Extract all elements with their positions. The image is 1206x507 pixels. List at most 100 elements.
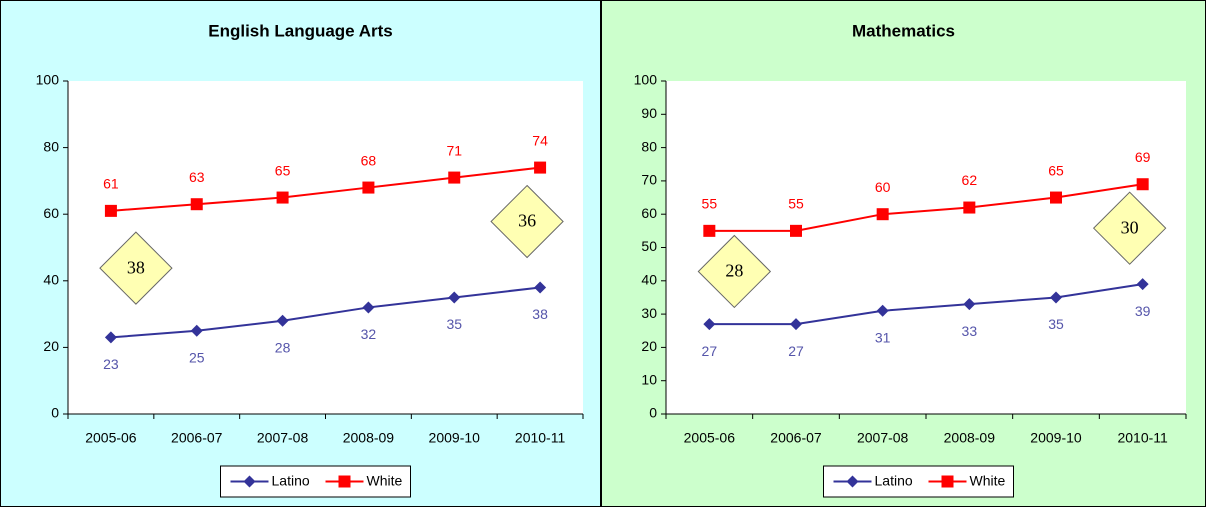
data-point (104, 331, 117, 344)
chart-title: English Language Arts (208, 21, 393, 40)
y-tick-label: 80 (43, 138, 59, 154)
data-point (790, 224, 802, 237)
data-label: 55 (788, 196, 804, 212)
legend-marker (941, 475, 954, 488)
data-label: 23 (103, 356, 119, 372)
legend-marker (846, 475, 859, 488)
annotation-diamond (697, 234, 772, 309)
x-tick-label: 2005-06 (85, 430, 137, 446)
series-line (709, 283, 1143, 326)
y-tick-label: 80 (641, 138, 657, 154)
y-tick-label: 40 (641, 272, 657, 288)
legend-marker (338, 475, 351, 488)
chart-panel: English Language Arts 0 20 40 60 80 100 2005-06… (0, 0, 601, 507)
annotation-diamond (490, 184, 564, 259)
data-label: 33 (962, 323, 978, 339)
legend-label: Latino (875, 473, 913, 489)
legend-label: Latino (272, 473, 310, 489)
data-label: 62 (962, 172, 978, 188)
y-tick-label: 90 (641, 105, 657, 121)
annotation-diamond (99, 231, 173, 305)
data-label: 60 (875, 179, 891, 195)
data-label: 35 (1048, 316, 1064, 332)
annotation-text: 28 (725, 261, 743, 281)
y-tick-label: 50 (641, 238, 657, 254)
x-tick-label: 2006-07 (171, 430, 223, 446)
chart-panel: Mathematics 0 10 20 30 40 50 60 70 80 90 100 2005-06… (601, 0, 1206, 507)
data-point (448, 171, 461, 184)
data-point (703, 224, 716, 237)
data-label: 55 (702, 196, 718, 212)
x-tick-label: 2008-09 (343, 430, 395, 446)
data-label: 71 (446, 142, 462, 158)
data-point (190, 198, 203, 211)
y-tick-label: 0 (51, 405, 59, 421)
data-label: 27 (788, 343, 804, 359)
y-tick-label: 60 (641, 205, 657, 221)
annotation-text: 36 (518, 211, 536, 231)
legend-marker (243, 475, 256, 488)
series-line (110, 286, 541, 339)
x-tick-label: 2009-10 (429, 430, 481, 446)
x-tick-label: 2005-06 (684, 430, 736, 446)
data-point (448, 291, 461, 304)
data-label: 32 (361, 326, 377, 342)
x-tick-label: 2009-10 (1030, 430, 1082, 446)
data-point (104, 204, 117, 217)
data-label: 74 (532, 132, 548, 148)
series-line (709, 183, 1143, 232)
annotation-diamond (1092, 191, 1167, 265)
data-point (1050, 291, 1062, 304)
data-point (703, 318, 716, 331)
data-label: 61 (103, 176, 119, 192)
x-tick-label: 2008-09 (944, 430, 996, 446)
annotation-text: 38 (127, 257, 145, 277)
data-label: 28 (275, 339, 291, 355)
data-point (534, 281, 547, 294)
y-tick-label: 20 (43, 338, 59, 354)
chart-title: Mathematics (852, 21, 955, 40)
data-label: 65 (275, 162, 291, 178)
data-point (876, 208, 889, 221)
data-point (1050, 191, 1062, 204)
x-tick-label: 2006-07 (770, 430, 822, 446)
data-label: 27 (702, 343, 718, 359)
y-tick-label: 100 (634, 72, 658, 88)
data-point (1136, 278, 1149, 291)
data-label: 35 (446, 316, 462, 332)
y-tick-label: 60 (43, 205, 59, 221)
y-tick-label: 30 (641, 305, 657, 321)
y-tick-label: 10 (641, 371, 657, 387)
y-tick-label: 0 (649, 405, 657, 421)
y-tick-label: 100 (36, 72, 60, 88)
data-point (534, 161, 547, 174)
data-point (790, 318, 802, 331)
data-label: 38 (532, 306, 548, 322)
annotation-text: 30 (1121, 217, 1139, 237)
series-line (110, 166, 541, 212)
data-label: 25 (189, 349, 205, 365)
legend-label: White (970, 473, 1006, 489)
plot-area (666, 81, 1186, 414)
data-point (963, 201, 976, 214)
data-point (362, 181, 375, 194)
data-label: 69 (1135, 149, 1151, 165)
data-label: 63 (189, 169, 205, 185)
data-point (190, 324, 203, 337)
data-point (876, 304, 889, 317)
data-label: 65 (1048, 162, 1064, 178)
y-tick-label: 40 (43, 272, 59, 288)
x-tick-label: 2010-11 (1117, 430, 1168, 446)
data-label: 39 (1135, 303, 1151, 319)
data-point (276, 314, 289, 327)
x-tick-label: 2007-08 (257, 430, 309, 446)
y-tick-label: 20 (641, 338, 657, 354)
plot-area (68, 81, 583, 414)
data-point (362, 301, 375, 314)
y-tick-label: 70 (641, 172, 657, 188)
data-point (1136, 178, 1149, 191)
legend-label: White (367, 473, 403, 489)
data-point (963, 298, 976, 311)
data-point (276, 191, 289, 204)
data-label: 31 (875, 329, 891, 345)
